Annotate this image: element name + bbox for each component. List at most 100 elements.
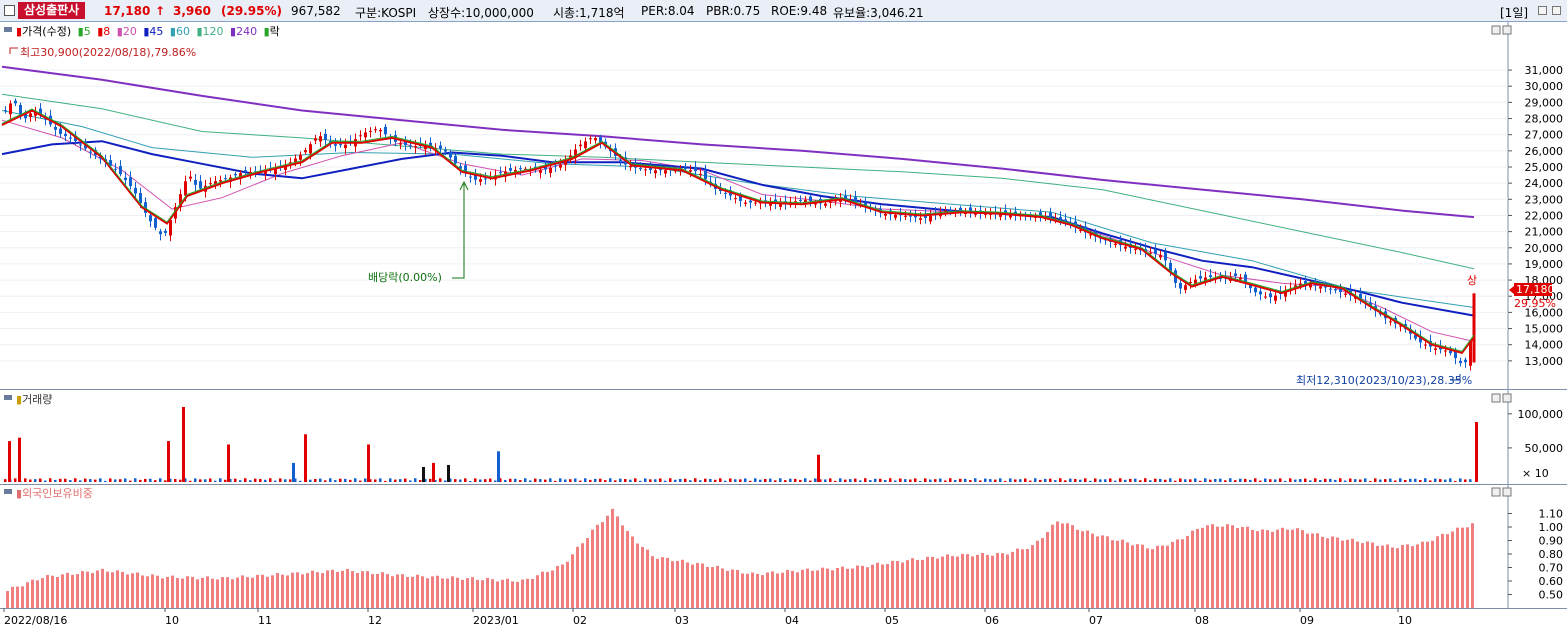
candle-body — [79, 144, 82, 146]
foreign-panel-close-icon[interactable] — [1502, 487, 1512, 497]
select-checkbox[interactable] — [4, 5, 15, 16]
candle-body — [1159, 255, 1162, 258]
foreign-ratio-bar — [791, 570, 794, 608]
volume-bar — [1114, 480, 1117, 482]
current-price: 17,180 — [104, 4, 151, 18]
foreign-ratio-bar — [1291, 529, 1294, 608]
candle-body — [1459, 360, 1462, 364]
foreign-ratio-bar — [271, 575, 274, 608]
candle-body — [1239, 277, 1242, 280]
volume-bar — [1174, 480, 1177, 482]
price-tick-label: 23,000 — [1525, 193, 1564, 206]
price-panel-close-icon[interactable] — [1502, 25, 1512, 35]
candle-body — [1164, 251, 1167, 261]
foreign-title: 외국인보유비중 — [22, 487, 93, 500]
candle-body — [544, 166, 547, 170]
candle-body — [1419, 336, 1422, 343]
foreign-ratio-bar — [1426, 541, 1429, 608]
foreign-ratio-bar — [191, 576, 194, 608]
candle-body — [744, 202, 747, 204]
foreign-ratio-bar — [196, 579, 199, 608]
foreign-tick-label: 1.00 — [1539, 521, 1564, 534]
candle-body — [314, 138, 317, 141]
volume-bar — [1309, 480, 1312, 482]
volume-bar — [94, 479, 97, 482]
foreign-ratio-bar — [101, 568, 104, 608]
volume-bar — [1044, 478, 1047, 482]
foreign-ratio-bar — [841, 566, 844, 608]
volume-bar — [779, 478, 782, 482]
volume-bar — [1089, 480, 1092, 482]
volume-bar — [1144, 478, 1147, 482]
foreign-ratio-bar — [1406, 544, 1409, 608]
foreign-ratio-bar — [1066, 523, 1069, 608]
volume-bar — [449, 478, 452, 482]
candle-body — [794, 201, 797, 203]
ma240-line — [1, 65, 1475, 219]
candle-body — [749, 200, 752, 203]
period-selector[interactable]: [1일] — [1500, 6, 1529, 20]
stock-chart[interactable]: 100,000 50,000 1.101.000.900.800.700.600.… — [0, 22, 1567, 630]
volume-bar — [1224, 480, 1227, 482]
volume-bar — [324, 480, 327, 482]
volume-bar — [1254, 478, 1257, 482]
candle-body — [599, 137, 602, 143]
candle-body — [109, 160, 112, 166]
volume-bar — [994, 479, 997, 482]
price-panel-max-icon[interactable] — [1491, 25, 1501, 35]
foreign-ratio-bar — [931, 556, 934, 608]
volume-bar — [689, 480, 692, 482]
foreign-menu-icon[interactable] — [4, 489, 12, 494]
price-tick-label: 30,000 — [1525, 80, 1564, 93]
close-icon[interactable] — [1552, 6, 1561, 15]
volume-bar — [284, 479, 287, 482]
volume-spike-bar — [497, 451, 500, 482]
foreign-ratio-bar — [186, 576, 189, 608]
foreign-panel-max-icon[interactable] — [1491, 487, 1501, 497]
candle-body — [274, 169, 277, 175]
roe-value: ROE:9.48 — [771, 4, 828, 18]
legend-ma120: 120 — [203, 25, 224, 38]
volume-spike-bar — [18, 437, 21, 482]
ma45-line — [1, 140, 1475, 317]
legend-rak: 락 — [270, 25, 280, 38]
last-pct-tag: 29.95% — [1514, 297, 1556, 310]
volume-bar — [1194, 478, 1197, 482]
volume-bar — [604, 480, 607, 482]
candle-body — [904, 215, 907, 217]
foreign-ratio-bar — [46, 574, 49, 608]
market-cap: 시총:1,718억 — [553, 6, 625, 20]
candle-body — [124, 177, 127, 181]
foreign-ratio-bar — [181, 578, 184, 608]
legend-ma45: 45 — [149, 25, 163, 38]
volume-bar — [479, 479, 482, 482]
foreign-ratio-bar — [1006, 554, 1009, 608]
x-tick-label: 11 — [258, 614, 272, 627]
volume-panel-close-icon[interactable] — [1502, 393, 1512, 403]
candle-body — [699, 174, 702, 175]
volume-bar — [954, 479, 957, 482]
volume-bar — [1029, 480, 1032, 482]
volume-bar — [1349, 478, 1352, 482]
volume-bar — [119, 479, 122, 482]
volume-bar — [754, 478, 757, 482]
foreign-ratio-bar — [761, 575, 764, 608]
candle-body — [1309, 284, 1312, 288]
foreign-ratio-bar — [161, 578, 164, 608]
foreign-ratio-bar — [871, 564, 874, 608]
candle-body — [739, 194, 742, 201]
maximize-icon[interactable] — [1538, 6, 1547, 15]
volume-bar — [54, 479, 57, 482]
foreign-ratio-bar — [1281, 527, 1284, 608]
stock-name[interactable]: 삼성출판사 — [18, 2, 86, 19]
low-note: 최저12,310(2023/10/23),28.35% — [1296, 374, 1472, 387]
volume-panel-max-icon[interactable] — [1491, 393, 1501, 403]
volume-bar — [1289, 478, 1292, 482]
foreign-ratio-bar — [1416, 544, 1419, 608]
volume-bar — [679, 478, 682, 482]
foreign-ratio-bar — [1131, 545, 1134, 608]
foreign-ratio-bar — [86, 571, 89, 608]
volume-menu-icon[interactable] — [4, 395, 12, 400]
panel-menu-icon[interactable] — [4, 27, 12, 32]
foreign-ratio-bar — [441, 578, 444, 608]
